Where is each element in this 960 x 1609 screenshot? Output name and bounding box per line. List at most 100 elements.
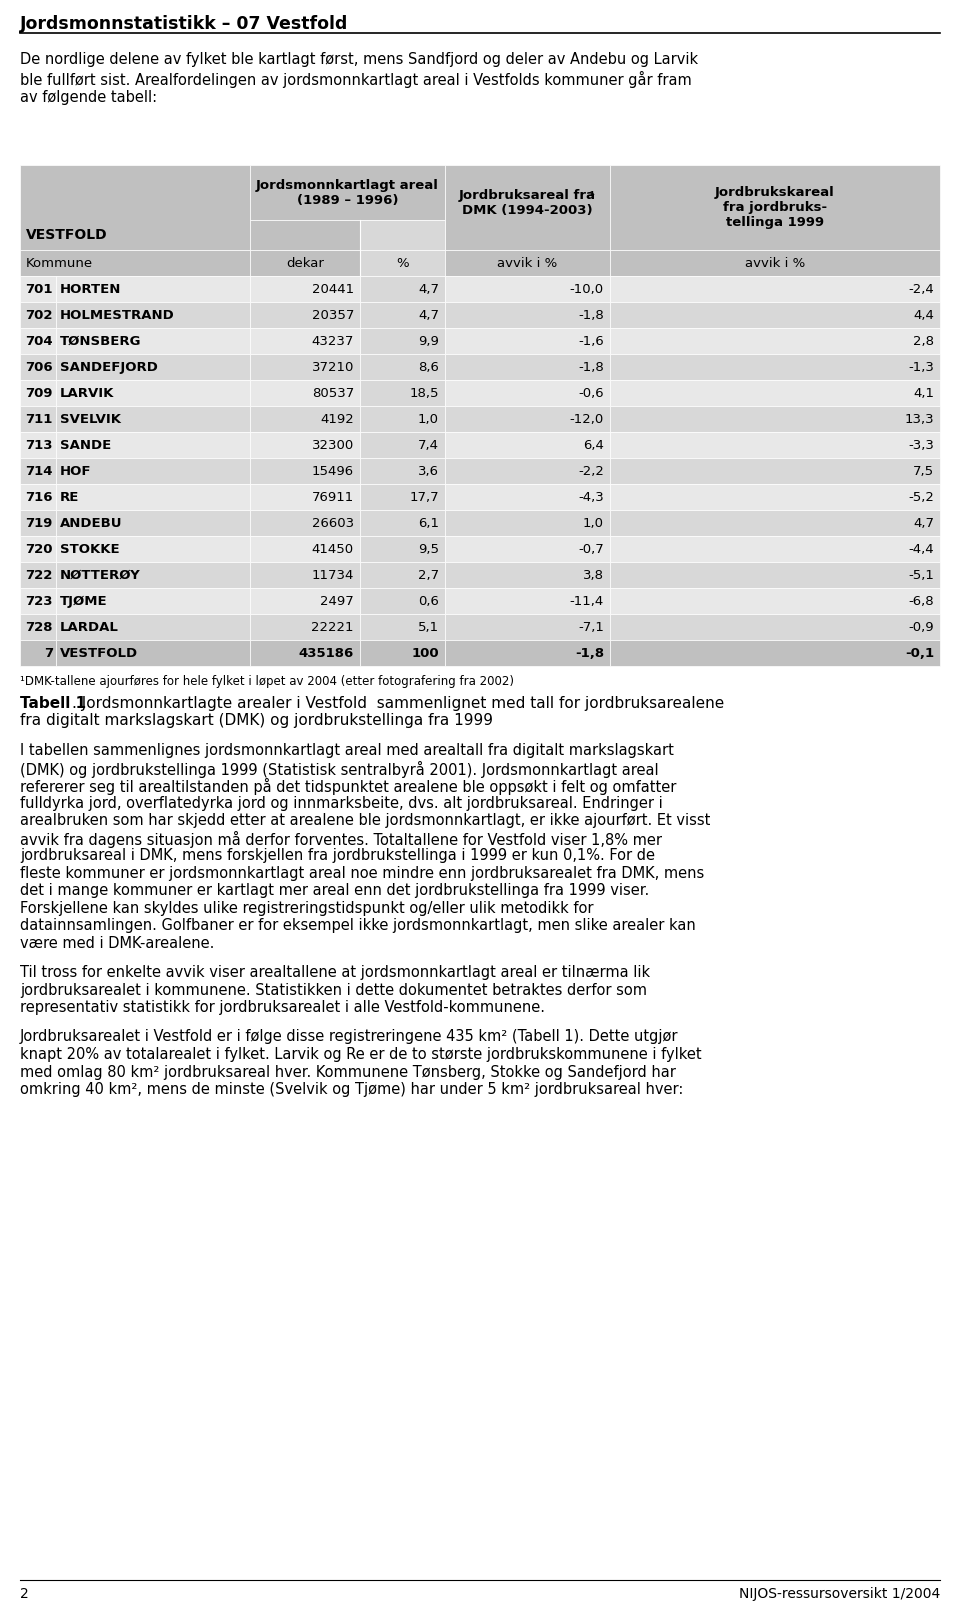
Bar: [20, 249, 250, 277]
Bar: [445, 302, 610, 328]
Bar: [56, 354, 250, 380]
Bar: [56, 562, 250, 587]
Text: 0,6: 0,6: [419, 594, 439, 608]
Bar: [20, 587, 56, 615]
Bar: [20, 640, 56, 666]
Text: HORTEN: HORTEN: [60, 283, 121, 296]
Text: -0,7: -0,7: [578, 542, 604, 555]
Text: 22221: 22221: [311, 621, 354, 634]
Bar: [445, 510, 610, 536]
Text: arealbruken som har skjedd etter at arealene ble jordsmonnkartlagt, er ikke ajou: arealbruken som har skjedd etter at area…: [20, 813, 710, 829]
Text: 714: 714: [26, 465, 53, 478]
Bar: [360, 302, 445, 328]
Text: 4,4: 4,4: [913, 309, 934, 322]
Bar: [610, 249, 940, 277]
Text: 15496: 15496: [312, 465, 354, 478]
Bar: [610, 431, 940, 459]
Bar: [20, 459, 56, 484]
Bar: [360, 484, 445, 510]
Text: 20441: 20441: [312, 283, 354, 296]
Bar: [610, 277, 940, 302]
Bar: [20, 431, 56, 459]
Text: NIJOS-ressursoversikt 1/2004: NIJOS-ressursoversikt 1/2004: [739, 1586, 940, 1601]
Text: SANDE: SANDE: [60, 439, 111, 452]
Text: -0,9: -0,9: [908, 621, 934, 634]
Bar: [56, 431, 250, 459]
Bar: [360, 277, 445, 302]
Bar: [250, 249, 360, 277]
Text: Kommune: Kommune: [26, 256, 93, 269]
Text: 2: 2: [20, 1586, 29, 1601]
Text: SANDEFJORD: SANDEFJORD: [60, 360, 157, 373]
Bar: [56, 510, 250, 536]
Bar: [445, 277, 610, 302]
Bar: [250, 220, 360, 249]
Bar: [445, 484, 610, 510]
Text: Jordsmonnkartlagt areal
(1989 – 1996): Jordsmonnkartlagt areal (1989 – 1996): [256, 179, 439, 206]
Text: 2497: 2497: [321, 594, 354, 608]
Text: 4,7: 4,7: [913, 516, 934, 529]
Bar: [56, 536, 250, 562]
Text: 18,5: 18,5: [410, 386, 439, 399]
Text: Jordsmonnstatistikk – 07 Vestfold: Jordsmonnstatistikk – 07 Vestfold: [20, 14, 348, 34]
Text: ANDEBU: ANDEBU: [60, 516, 123, 529]
Bar: [360, 220, 445, 249]
Text: 713: 713: [26, 439, 53, 452]
Text: 26603: 26603: [312, 516, 354, 529]
Text: 4,1: 4,1: [913, 386, 934, 399]
Text: -2,2: -2,2: [578, 465, 604, 478]
Text: 2,7: 2,7: [418, 568, 439, 581]
Text: det i mange kommuner er kartlagt mer areal enn det jordbrukstellinga fra 1999 vi: det i mange kommuner er kartlagt mer are…: [20, 883, 649, 898]
Text: 43237: 43237: [312, 335, 354, 348]
Text: 701: 701: [26, 283, 53, 296]
Text: -4,3: -4,3: [578, 491, 604, 504]
Bar: [445, 354, 610, 380]
Bar: [360, 615, 445, 640]
Text: 7: 7: [44, 647, 53, 660]
Text: Jordbruksarealet i Vestfold er i følge disse registreringene 435 km² (Tabell 1).: Jordbruksarealet i Vestfold er i følge d…: [20, 1030, 679, 1044]
Text: 722: 722: [26, 568, 53, 581]
Text: -4,4: -4,4: [908, 542, 934, 555]
Bar: [360, 587, 445, 615]
Text: 4192: 4192: [321, 412, 354, 425]
Bar: [360, 562, 445, 587]
Text: 719: 719: [26, 516, 53, 529]
Text: 17,7: 17,7: [409, 491, 439, 504]
Text: 711: 711: [26, 412, 53, 425]
Text: Jordbrukskareal
fra jordbruks-
tellinga 1999: Jordbrukskareal fra jordbruks- tellinga …: [715, 187, 835, 228]
Text: VESTFOLD: VESTFOLD: [26, 228, 108, 241]
Text: -5,1: -5,1: [908, 568, 934, 581]
Text: 8,6: 8,6: [419, 360, 439, 373]
Bar: [250, 510, 360, 536]
Text: representativ statistikk for jordbruksarealet i alle Vestfold-kommunene.: representativ statistikk for jordbruksar…: [20, 1001, 545, 1015]
Bar: [250, 484, 360, 510]
Bar: [360, 431, 445, 459]
Bar: [445, 536, 610, 562]
Text: omkring 40 km², mens de minste (Svelvik og Tjøme) har under 5 km² jordbruksareal: omkring 40 km², mens de minste (Svelvik …: [20, 1081, 684, 1097]
Bar: [610, 354, 940, 380]
Text: -3,3: -3,3: [908, 439, 934, 452]
Text: 7,4: 7,4: [418, 439, 439, 452]
Bar: [250, 405, 360, 431]
Text: dekar: dekar: [286, 256, 324, 269]
Bar: [250, 431, 360, 459]
Text: -1,8: -1,8: [578, 360, 604, 373]
Bar: [360, 510, 445, 536]
Text: VESTFOLD: VESTFOLD: [60, 647, 138, 660]
Text: Til tross for enkelte avvik viser arealtallene at jordsmonnkartlagt areal er til: Til tross for enkelte avvik viser arealt…: [20, 965, 650, 980]
Text: 720: 720: [26, 542, 53, 555]
Text: . Jordsmonnkartlagte arealer i Vestfold  sammenlignet med tall for jordbruksarea: . Jordsmonnkartlagte arealer i Vestfold …: [72, 695, 724, 711]
Text: 9,9: 9,9: [419, 335, 439, 348]
Text: Tabell 1: Tabell 1: [20, 695, 86, 711]
Text: knapt 20% av totalarealet i fylket. Larvik og Re er de to største jordbrukskommu: knapt 20% av totalarealet i fylket. Larv…: [20, 1047, 702, 1062]
Bar: [360, 536, 445, 562]
Bar: [20, 484, 56, 510]
Bar: [250, 536, 360, 562]
Bar: [20, 302, 56, 328]
Bar: [250, 459, 360, 484]
Text: 4,7: 4,7: [418, 283, 439, 296]
Text: avvik i %: avvik i %: [745, 256, 805, 269]
Bar: [56, 640, 250, 666]
Bar: [610, 562, 940, 587]
Bar: [56, 328, 250, 354]
